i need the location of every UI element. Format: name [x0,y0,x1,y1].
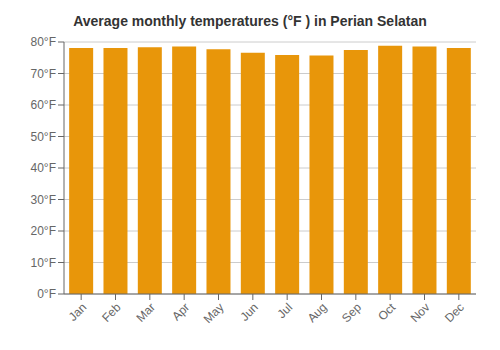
svg-text:70°F: 70°F [31,67,56,81]
svg-text:Nov: Nov [408,300,433,325]
svg-text:Feb: Feb [99,300,124,325]
svg-text:Jun: Jun [237,300,261,324]
svg-text:Apr: Apr [169,300,192,323]
svg-text:20°F: 20°F [31,224,56,238]
svg-text:May: May [201,300,227,326]
svg-text:Jan: Jan [66,300,90,324]
svg-text:Jul: Jul [275,300,296,321]
html-text:Average monthly temperatures (: Average monthly temperatures (°F ) in Pe… [73,13,427,29]
svg-text:40°F: 40°F [31,161,56,175]
svg-text:Dec: Dec [442,300,467,325]
svg-text:Aug: Aug [305,300,330,325]
svg-text:Oct: Oct [375,300,399,324]
svg-text:60°F: 60°F [31,98,56,112]
svg-text:80°F: 80°F [31,35,56,49]
svg-text:Mar: Mar [133,300,158,325]
svg-text:30°F: 30°F [31,193,56,207]
svg-text:0°F: 0°F [37,287,56,301]
svg-text:10°F: 10°F [31,256,56,270]
svg-text:Sep: Sep [339,300,364,325]
svg-text:50°F: 50°F [31,130,56,144]
